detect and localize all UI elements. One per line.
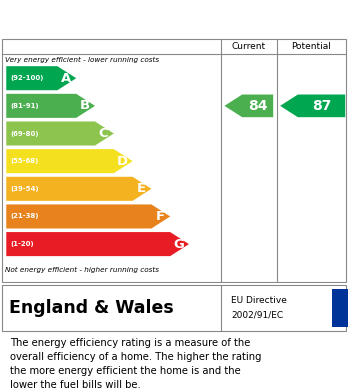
- Text: B: B: [80, 99, 90, 112]
- Text: (81-91): (81-91): [10, 103, 39, 109]
- Polygon shape: [6, 177, 151, 201]
- Polygon shape: [280, 95, 345, 117]
- Polygon shape: [224, 95, 273, 117]
- Text: (1-20): (1-20): [10, 241, 34, 247]
- Text: A: A: [61, 72, 71, 85]
- Text: (92-100): (92-100): [10, 75, 44, 81]
- Text: (69-80): (69-80): [10, 131, 39, 136]
- Text: Energy Efficiency Rating: Energy Efficiency Rating: [10, 13, 232, 29]
- Text: Very energy efficient - lower running costs: Very energy efficient - lower running co…: [5, 57, 159, 63]
- Text: The energy efficiency rating is a measure of the
overall efficiency of a home. T: The energy efficiency rating is a measur…: [10, 338, 262, 390]
- Text: 87: 87: [312, 99, 331, 113]
- Text: G: G: [173, 238, 184, 251]
- Polygon shape: [6, 94, 95, 118]
- Text: F: F: [155, 210, 164, 223]
- Text: England & Wales: England & Wales: [9, 299, 173, 317]
- Text: (55-68): (55-68): [10, 158, 39, 164]
- Text: Potential: Potential: [292, 42, 331, 51]
- Polygon shape: [6, 66, 76, 90]
- Polygon shape: [6, 122, 114, 145]
- Text: 2002/91/EC: 2002/91/EC: [231, 311, 284, 320]
- Text: Not energy efficient - higher running costs: Not energy efficient - higher running co…: [5, 267, 159, 273]
- Polygon shape: [6, 232, 189, 256]
- Text: Current: Current: [232, 42, 266, 51]
- Polygon shape: [6, 204, 170, 228]
- Text: C: C: [98, 127, 108, 140]
- Text: (39-54): (39-54): [10, 186, 39, 192]
- Text: EU Directive: EU Directive: [231, 296, 287, 305]
- Text: 84: 84: [248, 99, 267, 113]
- Text: D: D: [117, 155, 128, 168]
- Text: E: E: [136, 182, 145, 195]
- Bar: [332, 289, 348, 327]
- Text: (21-38): (21-38): [10, 213, 39, 219]
- Polygon shape: [6, 149, 133, 173]
